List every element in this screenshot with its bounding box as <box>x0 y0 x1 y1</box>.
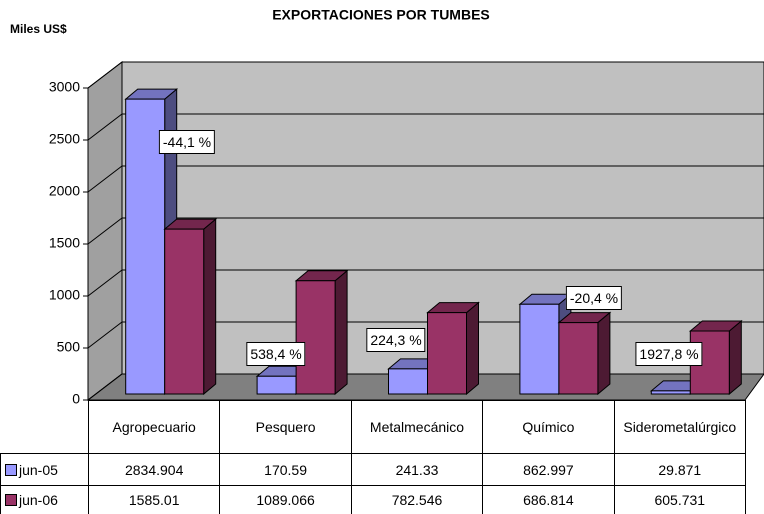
legend-swatch <box>5 494 17 506</box>
table-value: 2834.904 <box>88 453 221 486</box>
y-tick-label: 500 <box>57 339 81 355</box>
bar-face <box>597 311 611 396</box>
table-value: 29.871 <box>613 453 746 486</box>
legend-swatch <box>5 463 17 476</box>
annotation: 538,4 % <box>246 342 306 366</box>
grid-line <box>87 61 764 89</box>
table-value: 862.997 <box>482 453 615 486</box>
y-tick-label: 0 <box>72 391 80 407</box>
x-tick-label: Químico <box>482 400 615 454</box>
table-value: 605.731 <box>613 485 746 514</box>
table-value: 170.59 <box>219 453 352 486</box>
bar <box>163 218 218 396</box>
bar-face <box>650 390 691 395</box>
bar-face <box>427 312 467 395</box>
bar-face <box>164 228 205 395</box>
bar-face <box>295 280 336 395</box>
bar-face <box>558 322 599 395</box>
bar-face <box>256 375 297 395</box>
bar <box>426 301 480 396</box>
bar <box>557 311 612 396</box>
table-value: 686.814 <box>482 485 615 514</box>
annotation: -44,1 % <box>158 130 216 154</box>
x-tick-label: Pesquero <box>219 400 352 454</box>
grid-line <box>87 113 764 141</box>
legend-label: jun-05 <box>19 461 58 478</box>
bar-face <box>519 303 560 395</box>
bar-face <box>203 218 217 396</box>
table-value: 782.546 <box>350 485 484 514</box>
chart-title: EXPORTACIONES POR TUMBES <box>272 7 490 23</box>
legend-label: jun-06 <box>19 492 58 508</box>
bar <box>294 269 349 396</box>
legend-entry: jun-05 <box>0 453 89 486</box>
legend-entry: jun-06 <box>0 485 89 514</box>
x-tick-label: Siderometalúrgico <box>613 400 746 454</box>
annotation: -20,4 % <box>565 286 623 310</box>
bar-face <box>466 301 479 396</box>
y-tick-label: 2000 <box>49 183 80 199</box>
grid-line <box>87 217 764 245</box>
y-tick-label: 3000 <box>49 79 80 95</box>
y-tick-label: 1500 <box>49 235 80 251</box>
bar-face <box>334 269 348 396</box>
table-value: 1585.01 <box>88 485 221 514</box>
y-tick-label: 2500 <box>49 131 80 147</box>
grid-line <box>87 165 764 193</box>
bar-face <box>728 319 742 396</box>
x-tick-label: Agropecuario <box>88 400 221 454</box>
table-value: 1089.066 <box>219 485 352 514</box>
grid-line <box>87 269 764 297</box>
x-tick-label: Metalmecánico <box>350 400 484 454</box>
bar-face <box>388 368 428 395</box>
y-axis-label: Miles US$ <box>10 22 67 36</box>
annotation: 1927,8 % <box>635 342 703 366</box>
y-tick-label: 1000 <box>49 287 80 303</box>
table-value: 241.33 <box>350 453 484 486</box>
annotation: 224,3 % <box>366 328 426 352</box>
